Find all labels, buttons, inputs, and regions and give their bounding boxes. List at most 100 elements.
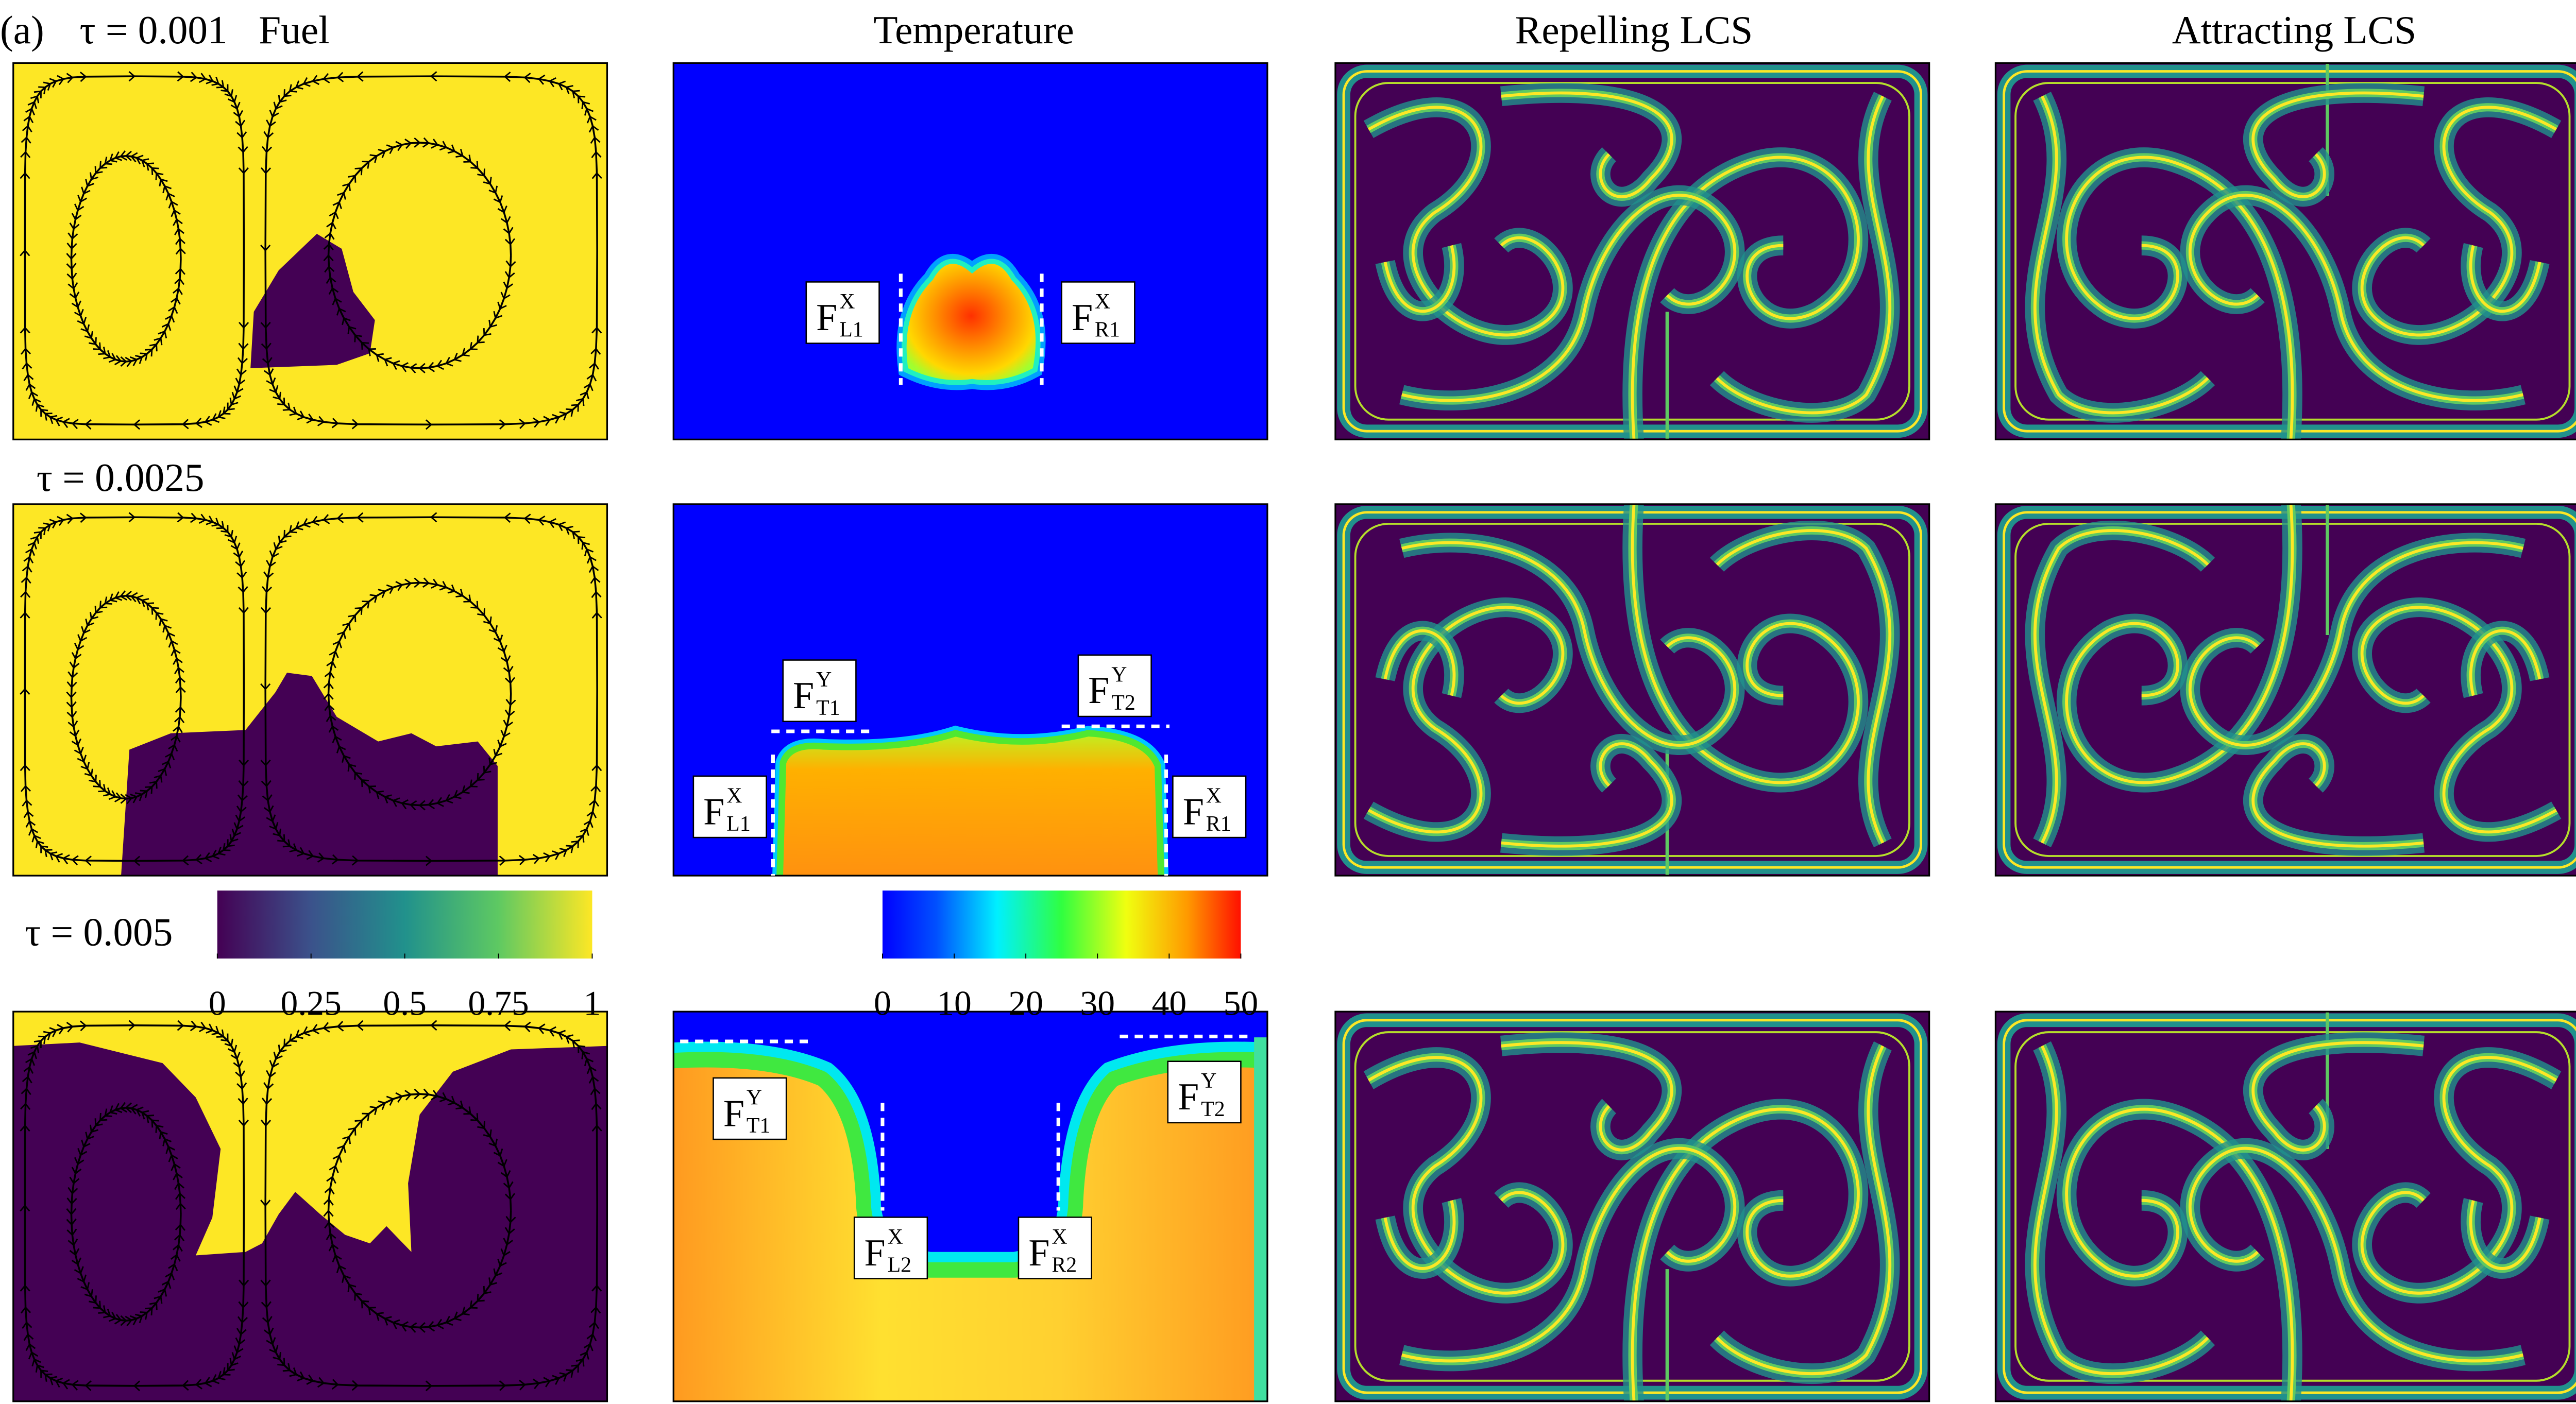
front-label-sub: L1	[839, 318, 863, 342]
unburnt	[673, 1012, 1267, 1252]
front-label: F	[723, 1092, 744, 1135]
column-title: Temperature	[873, 8, 1074, 52]
flow-loop	[20, 512, 249, 866]
panel-border	[1334, 503, 1930, 877]
panel	[1335, 63, 1929, 440]
panel-border	[1994, 503, 2576, 877]
front-label-sub: L1	[726, 812, 750, 836]
panel-border	[672, 503, 1268, 877]
flame	[901, 259, 1041, 385]
row-label: τ = 0.005	[25, 910, 173, 954]
lcs-ridge	[2189, 541, 2524, 747]
lcs-ridge	[2189, 1146, 2524, 1363]
panel-border	[1994, 62, 2576, 440]
wall-layer	[1254, 1037, 1267, 1401]
front-label-sub: R1	[1206, 812, 1231, 836]
colorbar-tick-label: 0	[874, 984, 891, 1023]
front-label-sub: T2	[1201, 1098, 1225, 1121]
front-label-sup: X	[839, 290, 855, 314]
flow-loop	[20, 71, 249, 430]
lcs-ridge	[1383, 245, 1456, 313]
colorbar-tick-label: 0	[209, 984, 226, 1023]
lcs-swirls	[1363, 83, 1900, 440]
lcs-ridge	[2251, 1041, 2424, 1152]
lcs-ridge	[1367, 606, 1565, 834]
panel	[1995, 63, 2576, 440]
flow-loop	[323, 137, 516, 374]
lcs-ridge	[2360, 1056, 2557, 1295]
lcs-ridge	[2065, 1107, 2294, 1401]
panel	[1335, 504, 1929, 876]
panel-border	[1994, 1011, 2576, 1402]
front-label: F	[1028, 1232, 1049, 1274]
panel-border	[672, 62, 1268, 440]
lcs-ridge	[1401, 1146, 1736, 1363]
lcs-ridge	[1383, 629, 1456, 696]
column-title: Attracting LCS	[2172, 8, 2416, 52]
panel	[1995, 504, 2576, 876]
lcs-swirls	[1363, 1032, 1900, 1401]
column-title: Repelling LCS	[1515, 8, 1753, 52]
lcs-ridge	[1501, 1041, 1673, 1152]
front-label-sub: L2	[888, 1254, 911, 1277]
lcs-ridge	[1367, 106, 1565, 337]
lcs-ridge	[2065, 156, 2294, 440]
lcs-ridge	[1501, 742, 1673, 848]
lcs-ridge	[2469, 245, 2541, 313]
lcs-swirls	[2025, 504, 2562, 856]
lcs-ridge	[2189, 194, 2524, 402]
row-label: τ = 0.0025	[37, 455, 205, 500]
colorbar-tick-label: 0.75	[468, 984, 529, 1023]
panel-border	[12, 503, 608, 877]
lcs-ridge	[1631, 504, 1860, 784]
front-label-sup: X	[1206, 784, 1222, 808]
lcs-ridge	[2251, 742, 2424, 848]
row-label: τ = 0.001	[80, 8, 228, 52]
front-label: F	[865, 1232, 886, 1274]
panel-label: (a)	[0, 8, 44, 52]
panel	[13, 63, 607, 440]
front-label-box	[1167, 1060, 1242, 1124]
lcs-swirls	[1363, 504, 1900, 856]
colorbar	[882, 891, 1241, 959]
colorbar-tick-label: 30	[1080, 984, 1115, 1023]
lcs-swirls	[2025, 1032, 2562, 1401]
front-label: F	[793, 675, 814, 717]
panel	[673, 504, 1267, 876]
front-label-box	[1018, 1217, 1092, 1279]
panel-border	[672, 1011, 1268, 1402]
panel	[1335, 1012, 1929, 1401]
lcs-ridge	[2033, 95, 2209, 415]
panel-border	[1334, 1011, 1930, 1402]
flame	[776, 730, 1165, 876]
front-label-sub: T1	[747, 1114, 770, 1138]
panel	[13, 1012, 607, 1401]
front-label-box	[692, 775, 767, 838]
front-label-sub: R2	[1052, 1254, 1077, 1277]
colorbar	[217, 891, 592, 959]
flow-loop	[66, 590, 186, 804]
front-label-box	[1172, 775, 1247, 838]
front-label-sup: X	[888, 1225, 903, 1249]
lcs-ridge	[2065, 504, 2294, 784]
front-label-sup: Y	[1201, 1069, 1216, 1093]
front-label: F	[1183, 791, 1204, 833]
colorbar-tick-label: 40	[1152, 984, 1187, 1023]
column-title: Fuel	[259, 8, 329, 52]
lcs-ridge	[1401, 194, 1736, 402]
lcs-ridge	[1501, 91, 1673, 198]
lcs-ridge	[1716, 529, 1892, 844]
panel-border	[12, 1011, 608, 1402]
colorbar-tick-label: 10	[937, 984, 972, 1023]
front-label: F	[1072, 297, 1093, 339]
front-label-sup: X	[1095, 290, 1110, 314]
front-label-sub: T1	[816, 696, 840, 720]
front-label: F	[1088, 670, 1109, 712]
panel	[1995, 1012, 2576, 1401]
colorbar-tick-label: 1	[584, 984, 601, 1023]
lcs-ridge	[1631, 156, 1860, 440]
front-label: F	[1178, 1076, 1199, 1118]
lcs-ridge	[2251, 91, 2424, 198]
lcs-ridge	[1383, 1200, 1456, 1270]
